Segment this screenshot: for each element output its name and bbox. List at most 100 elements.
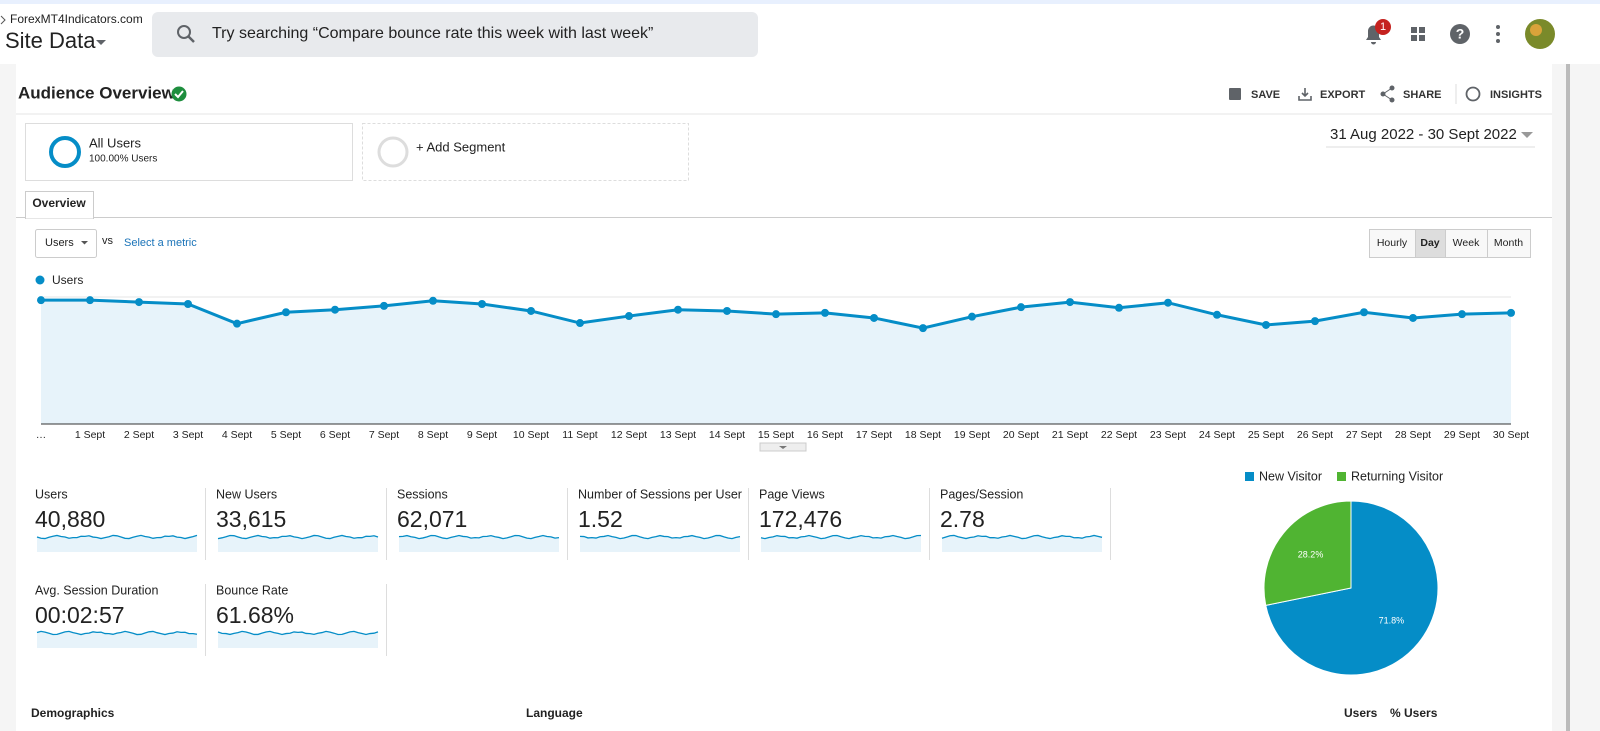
search-icon: [187, 35, 195, 43]
segment-name[interactable]: All Users: [89, 135, 142, 150]
metric-select-label[interactable]: Users: [45, 237, 74, 249]
date-range[interactable]: 31 Aug 2022 - 30 Sept 2022: [1330, 126, 1517, 143]
segment-card[interactable]: [25, 123, 353, 181]
point: [380, 301, 388, 310]
point: [527, 306, 535, 315]
action-label[interactable]: SHARE: [1403, 89, 1442, 101]
x-tick-label: 4 Sept: [222, 429, 252, 441]
sparkline-area: [580, 535, 740, 552]
segment-ring: [49, 136, 81, 168]
x-tick-label: 25 Sept: [1248, 429, 1284, 441]
granularity-button[interactable]: [1415, 229, 1446, 258]
x-tick-label: 14 Sept: [709, 429, 745, 441]
granularity-label[interactable]: Hourly: [1377, 237, 1408, 249]
x-tick-label: 16 Sept: [807, 429, 843, 441]
sparkline: [398, 534, 560, 540]
tab-label[interactable]: Overview: [32, 196, 86, 210]
point: [1066, 298, 1074, 307]
x-tick-label: 10 Sept: [513, 429, 549, 441]
select-metric-link[interactable]: Select a metric: [124, 237, 197, 249]
x-tick-label: 30 Sept: [1493, 429, 1529, 441]
x-tick-label: 28 Sept: [1395, 429, 1431, 441]
more-icon[interactable]: [1496, 25, 1500, 43]
report-title: Audience Overview: [18, 83, 176, 102]
help-icon[interactable]: [1450, 24, 1470, 44]
metric-value: 40,880: [35, 506, 105, 532]
search-placeholder[interactable]: Try searching “Compare bounce rate this …: [212, 25, 653, 42]
add-segment-ring: [377, 136, 409, 168]
point: [1311, 317, 1319, 326]
point: [723, 306, 731, 315]
share-icon[interactable]: [1380, 85, 1395, 103]
action-label[interactable]: EXPORT: [1320, 89, 1366, 101]
x-tick-label: …: [36, 429, 47, 441]
handle-arrow: [779, 446, 787, 449]
insights-icon[interactable]: [1465, 86, 1481, 102]
scrollbar: [1566, 64, 1570, 731]
x-tick-label: 3 Sept: [173, 429, 203, 441]
notification-count: 1: [1380, 21, 1386, 33]
point: [135, 298, 143, 307]
property-name[interactable]: Site Data: [5, 28, 96, 53]
x-tick-label: 20 Sept: [1003, 429, 1039, 441]
add-segment[interactable]: + Add Segment: [416, 139, 506, 154]
segment-share: 100.00% Users: [89, 154, 157, 165]
search-icon: [177, 25, 191, 39]
granularity-label[interactable]: Month: [1494, 237, 1523, 249]
export-icon[interactable]: [1298, 88, 1312, 101]
sparkline-area: [37, 631, 197, 648]
point: [919, 324, 927, 333]
point: [821, 308, 829, 317]
search-box[interactable]: [152, 12, 758, 57]
actions: SAVE EXPORT SHARE INSIGHTS: [1251, 89, 1542, 101]
save-icon[interactable]: [1229, 88, 1241, 100]
legend-dot: [35, 275, 45, 285]
metric-value: 1.52: [578, 506, 623, 532]
point: [674, 305, 682, 314]
sparkline-area: [942, 535, 1102, 552]
apps-icon[interactable]: [1411, 27, 1425, 41]
x-tick-label: 26 Sept: [1297, 429, 1333, 441]
metric-value: 172,476: [759, 506, 842, 532]
section-heading: Demographics: [31, 706, 115, 720]
x-tick-label: 27 Sept: [1346, 429, 1382, 441]
metrics: Users 40,880 New Users 33,615 Sessions 62,071…: [35, 487, 1111, 656]
sparkline-area: [218, 631, 378, 648]
verified-check: [174, 90, 184, 99]
point: [331, 305, 339, 314]
point: [478, 299, 486, 308]
pie-slice: [1263, 500, 1352, 606]
granularity: Hourly Day Week Month: [1369, 229, 1531, 258]
point: [429, 296, 437, 305]
legend-swatch: [1337, 472, 1346, 481]
x-tick-label: 12 Sept: [611, 429, 647, 441]
sparkline: [36, 534, 198, 540]
site-name[interactable]: ForexMT4Indicators.com: [10, 12, 143, 26]
granularity-label[interactable]: Day: [1420, 237, 1439, 249]
action-label[interactable]: SAVE: [1251, 89, 1280, 101]
x-tick-label: 9 Sept: [467, 429, 497, 441]
point: [1360, 308, 1368, 317]
metric-select[interactable]: [35, 229, 97, 258]
pie-slice: [1265, 500, 1439, 676]
section-heading: Language: [526, 706, 583, 720]
sparkline-area: [761, 535, 921, 552]
granularity-button[interactable]: [1487, 229, 1531, 258]
x-tick-label: 24 Sept: [1199, 429, 1235, 441]
date-dropdown[interactable]: [1521, 132, 1533, 138]
metric-label: New Users: [216, 487, 277, 501]
add-segment-card[interactable]: [362, 123, 689, 181]
point: [576, 319, 584, 328]
point: [1017, 303, 1025, 312]
granularity-label[interactable]: Week: [1453, 237, 1480, 249]
action-label[interactable]: INSIGHTS: [1490, 89, 1542, 101]
granularity-button[interactable]: [1369, 229, 1416, 258]
legend-label: Returning Visitor: [1351, 469, 1443, 483]
granularity-button[interactable]: [1445, 229, 1488, 258]
sparkline-area: [37, 535, 197, 552]
metric-label: Number of Sessions per User: [578, 487, 742, 501]
help-glyph: ?: [1456, 26, 1465, 42]
property-dropdown[interactable]: [96, 40, 106, 45]
